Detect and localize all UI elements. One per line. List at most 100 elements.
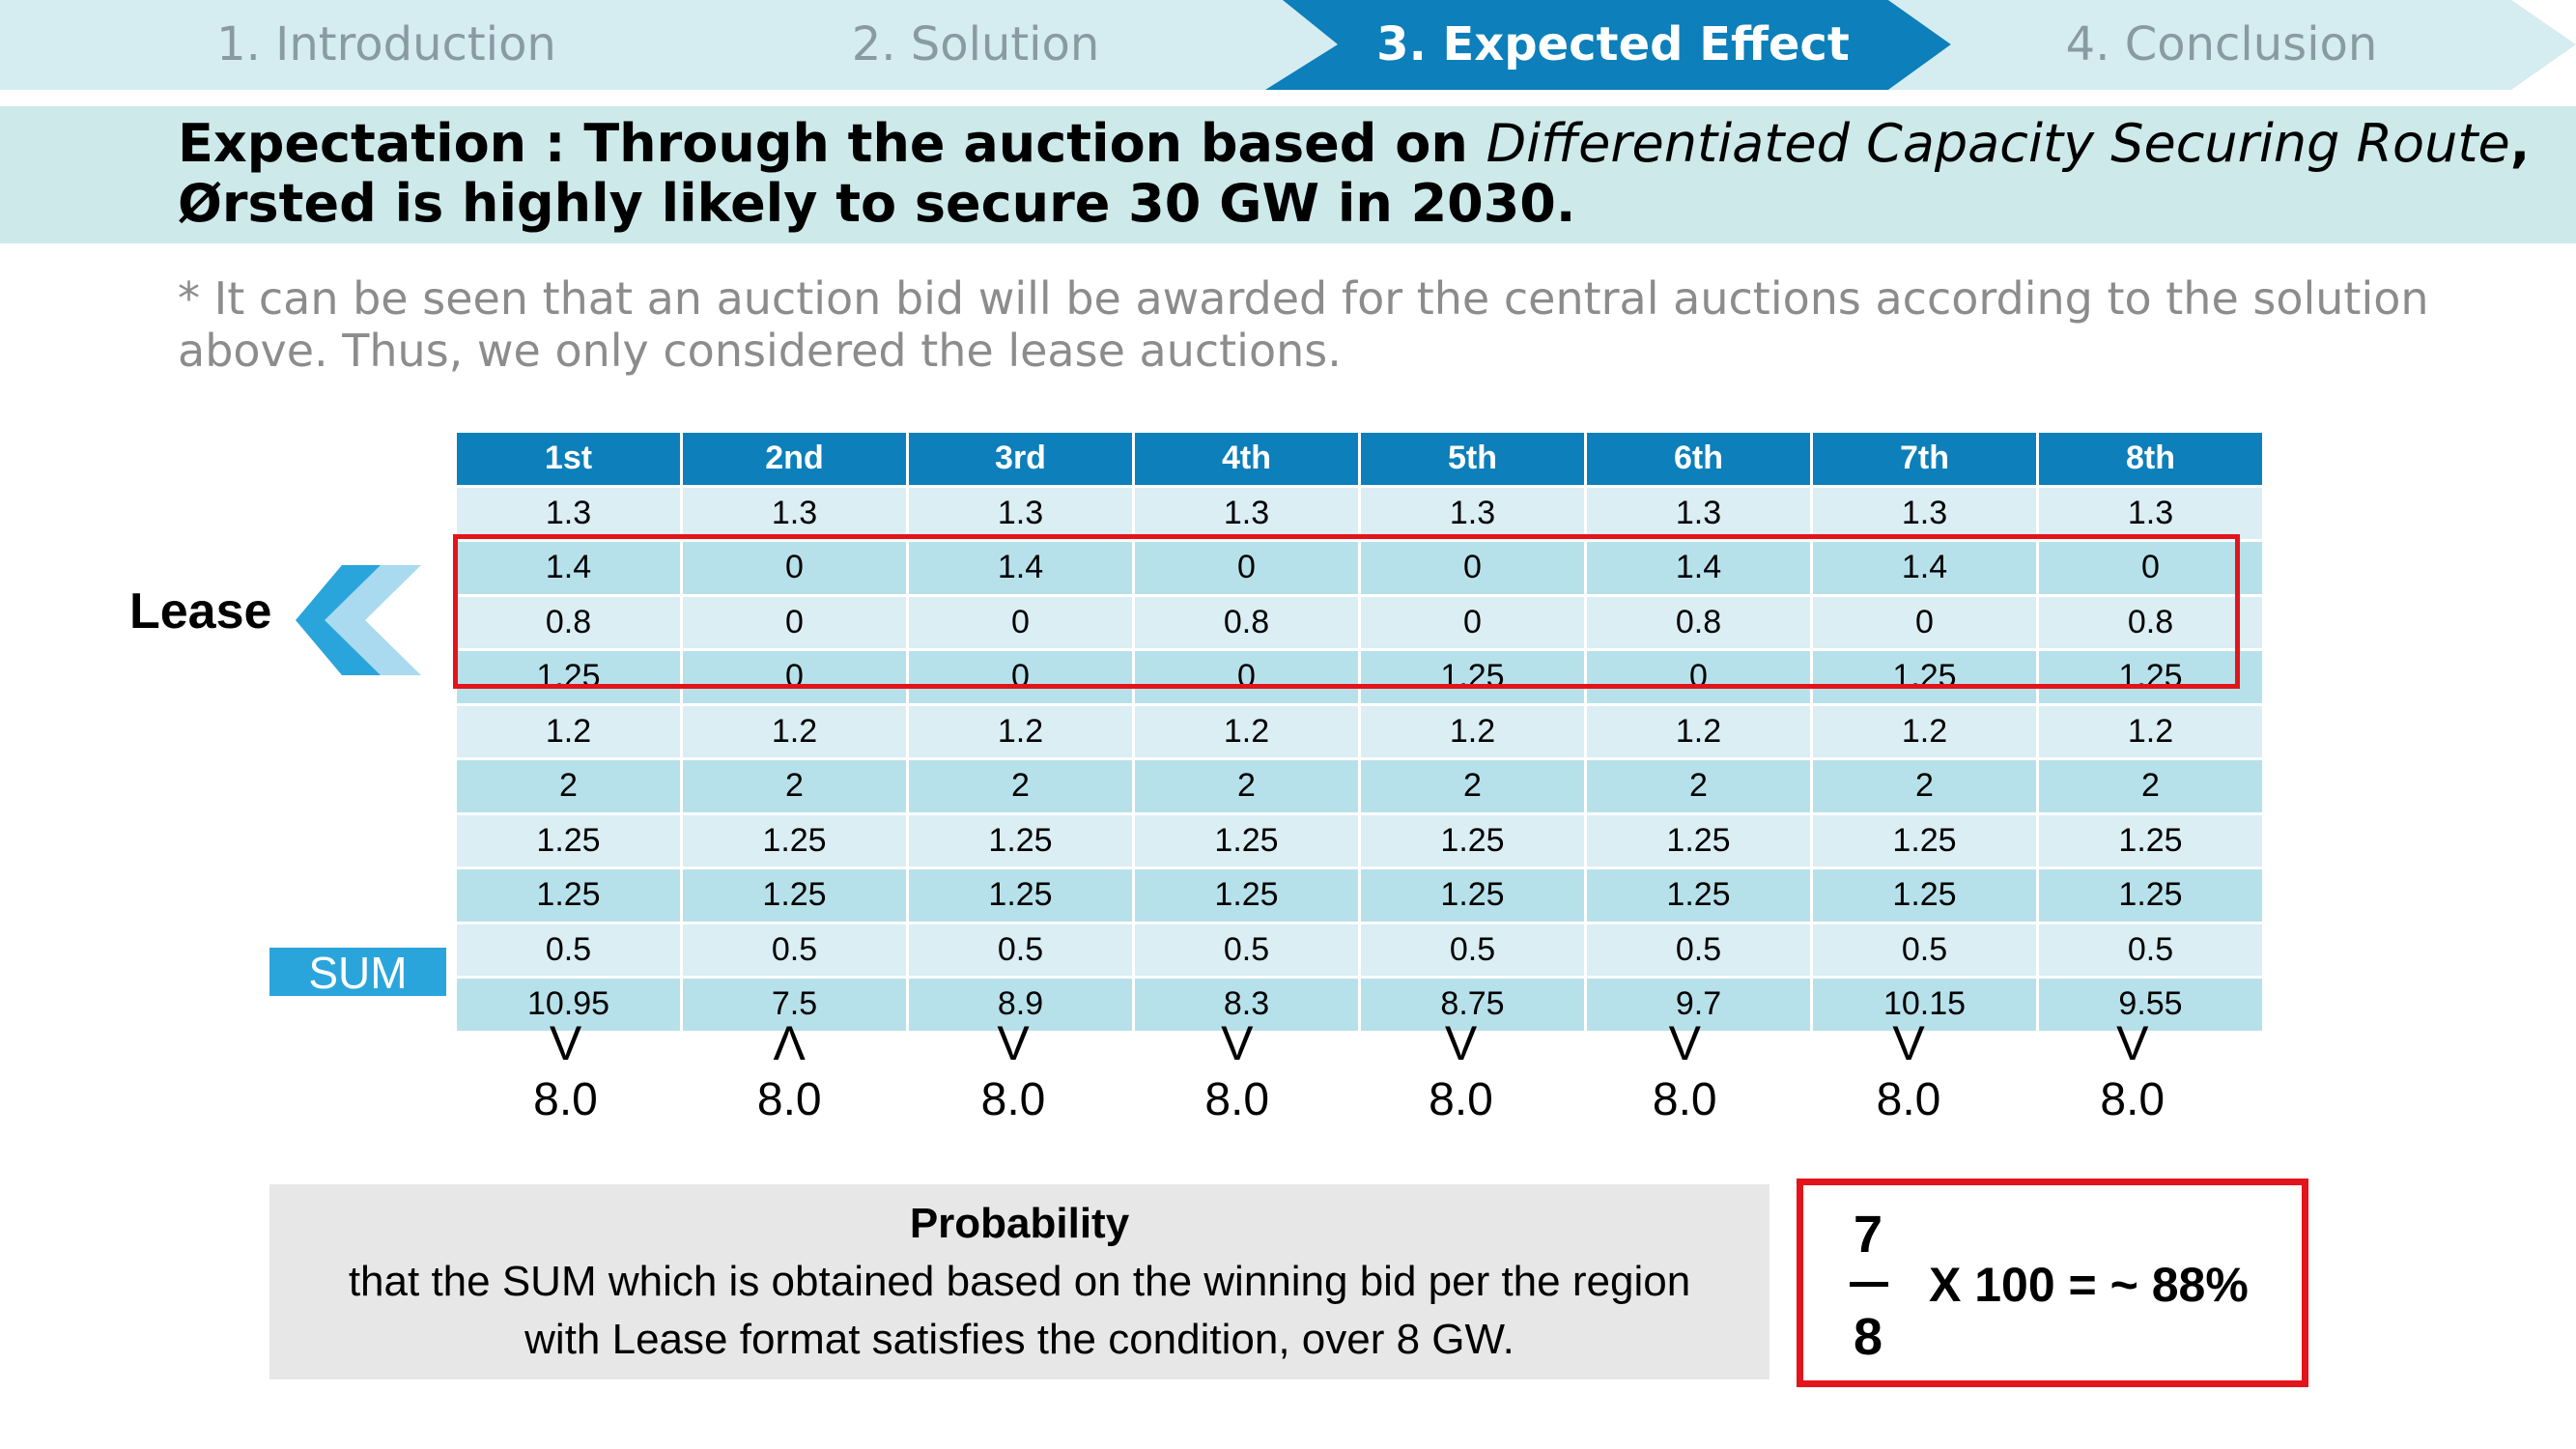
headline-band: Expectation : Through the auction based … bbox=[0, 106, 2576, 243]
nav-step-conclusion[interactable]: 4. Conclusion bbox=[2065, 17, 2378, 71]
table-sum-row: 10.95 7.5 8.9 8.3 8.75 9.7 10.15 9.55 bbox=[454, 976, 2265, 1034]
table-cell: 1.4 bbox=[454, 539, 683, 597]
table-cell: 0 bbox=[1358, 593, 1587, 651]
table-cell: 1.25 bbox=[680, 811, 909, 869]
comparison-value: 8.0 bbox=[1652, 1074, 1717, 1125]
comparison-item: V 8.0 bbox=[1349, 1014, 1572, 1128]
fraction-numerator: 7 bbox=[1854, 1206, 1883, 1264]
headline-italic: Differentiated Capacity Securing Route bbox=[1486, 113, 2510, 174]
table-cell: 1.3 bbox=[2036, 484, 2265, 542]
table-cell: 8.3 bbox=[1132, 976, 1361, 1034]
comparison-symbol: V bbox=[1221, 1016, 1254, 1070]
table-cell: 2 bbox=[1358, 757, 1587, 815]
comparison-symbol: V bbox=[1892, 1016, 1925, 1070]
table-cell: 0.8 bbox=[454, 593, 683, 651]
headline-line-2: Ørsted is highly likely to secure 30 GW … bbox=[178, 173, 1576, 234]
table-cell: 1.2 bbox=[1358, 702, 1587, 760]
table-cell: 0.5 bbox=[906, 921, 1135, 979]
probability-title: Probability bbox=[909, 1200, 1130, 1247]
auction-table: 1st 2nd 3rd 4th 5th 6th 7th 8th 1.3 1.3 1.… bbox=[454, 430, 2265, 1034]
table-cell: 1.25 bbox=[906, 811, 1135, 869]
table-cell: 1.25 bbox=[454, 867, 683, 924]
table-cell: 1.4 bbox=[1810, 539, 2039, 597]
nav-step-expected-effect[interactable]: 3. Expected Effect bbox=[1376, 17, 1850, 71]
auction-table-wrap: 1st 2nd 3rd 4th 5th 6th 7th 8th 1.3 1.3 1.… bbox=[454, 430, 2265, 1034]
table-header: 8th bbox=[2036, 430, 2265, 488]
nav-step-solution[interactable]: 2. Solution bbox=[851, 17, 1100, 71]
table-header: 2nd bbox=[680, 430, 909, 488]
comparison-item: V 8.0 bbox=[454, 1014, 677, 1128]
table-cell: 1.25 bbox=[1132, 867, 1361, 924]
table-header: 4th bbox=[1132, 430, 1361, 488]
table-cell: 2 bbox=[1584, 757, 1813, 815]
comparison-value: 8.0 bbox=[756, 1074, 822, 1125]
table-cell: 10.15 bbox=[1810, 976, 2039, 1034]
nav-chevrons bbox=[0, 0, 2576, 90]
table-cell: 1.2 bbox=[2036, 702, 2265, 760]
table-cell: 7.5 bbox=[680, 976, 909, 1034]
headline-prefix: Expectation : Through the auction based … bbox=[178, 113, 1486, 174]
table-cell: 1.3 bbox=[454, 484, 683, 542]
table-cell: 1.2 bbox=[1810, 702, 2039, 760]
table-cell: 1.25 bbox=[1584, 811, 1813, 869]
comparison-symbol: Λ bbox=[773, 1016, 806, 1070]
headline-suffix: , bbox=[2509, 113, 2531, 174]
table-cell: 0 bbox=[2036, 539, 2265, 597]
table-cell: 0 bbox=[906, 593, 1135, 651]
nav-step-3-bg bbox=[1265, 0, 1951, 90]
table-cell: 1.25 bbox=[454, 811, 683, 869]
table-cell: 0.5 bbox=[1584, 921, 1813, 979]
table-cell: 1.3 bbox=[1358, 484, 1587, 542]
comparison-item: V 8.0 bbox=[1125, 1014, 1348, 1128]
table-cell: 2 bbox=[454, 757, 683, 815]
table-cell: 0 bbox=[1810, 593, 2039, 651]
table-row: 1.25 0 0 0 1.25 0 1.25 1.25 bbox=[454, 648, 2265, 706]
table-cell: 0 bbox=[1358, 539, 1587, 597]
table-cell: 1.25 bbox=[680, 867, 909, 924]
fraction-bar bbox=[1850, 1282, 1888, 1287]
table-cell: 1.3 bbox=[1810, 484, 2039, 542]
comparison-item: V 8.0 bbox=[902, 1014, 1125, 1128]
comparison-value: 8.0 bbox=[533, 1074, 598, 1125]
lease-label: Lease bbox=[129, 583, 272, 639]
progress-nav: 1. Introduction 2. Solution 3. Expected … bbox=[0, 0, 2576, 90]
comparison-symbol: V bbox=[2116, 1016, 2149, 1070]
table-cell: 0.5 bbox=[2036, 921, 2265, 979]
nav-step-introduction[interactable]: 1. Introduction bbox=[216, 17, 556, 71]
nav-step-2-bg bbox=[676, 0, 1343, 90]
table-header: 7th bbox=[1810, 430, 2039, 488]
comparison-item: V 8.0 bbox=[1573, 1014, 1797, 1128]
table-cell: 1.2 bbox=[1132, 702, 1361, 760]
table-cell: 1.25 bbox=[2036, 648, 2265, 706]
table-cell: 1.25 bbox=[1810, 648, 2039, 706]
comparison-item: Λ 8.0 bbox=[678, 1014, 901, 1128]
table-cell: 0 bbox=[1584, 648, 1813, 706]
table-cell: 0 bbox=[680, 648, 909, 706]
comparison-item: V 8.0 bbox=[2021, 1014, 2244, 1128]
lease-highlight-box bbox=[453, 534, 2240, 689]
table-header: 3rd bbox=[906, 430, 1135, 488]
table-cell: 1.2 bbox=[1584, 702, 1813, 760]
comparison-item: V 8.0 bbox=[1798, 1014, 2021, 1128]
table-cell: 8.9 bbox=[906, 976, 1135, 1034]
table-header: 6th bbox=[1584, 430, 1813, 488]
probability-box: Probability that the SUM which is obtain… bbox=[269, 1184, 1769, 1379]
probability-line-2: with Lease format satisfies the conditio… bbox=[524, 1316, 1514, 1363]
table-cell: 0.5 bbox=[1358, 921, 1587, 979]
headline-line-1: Expectation : Through the auction based … bbox=[178, 113, 2530, 174]
table-cell: 1.25 bbox=[906, 867, 1135, 924]
table-cell: 0 bbox=[906, 648, 1135, 706]
probability-line-1: that the SUM which is obtained based on … bbox=[348, 1258, 1691, 1305]
double-chevron-left-icon bbox=[296, 565, 421, 675]
table-cell: 1.25 bbox=[454, 648, 683, 706]
table-cell: 9.55 bbox=[2036, 976, 2265, 1034]
table-cell: 1.25 bbox=[1810, 867, 2039, 924]
table-cell: 9.7 bbox=[1584, 976, 1813, 1034]
comparison-symbol: V bbox=[1444, 1016, 1478, 1070]
table-cell: 1.25 bbox=[2036, 867, 2265, 924]
comparison-value: 8.0 bbox=[980, 1074, 1046, 1125]
table-cell: 0.8 bbox=[1132, 593, 1361, 651]
table-cell: 1.25 bbox=[1358, 648, 1587, 706]
table-cell: 1.3 bbox=[906, 484, 1135, 542]
